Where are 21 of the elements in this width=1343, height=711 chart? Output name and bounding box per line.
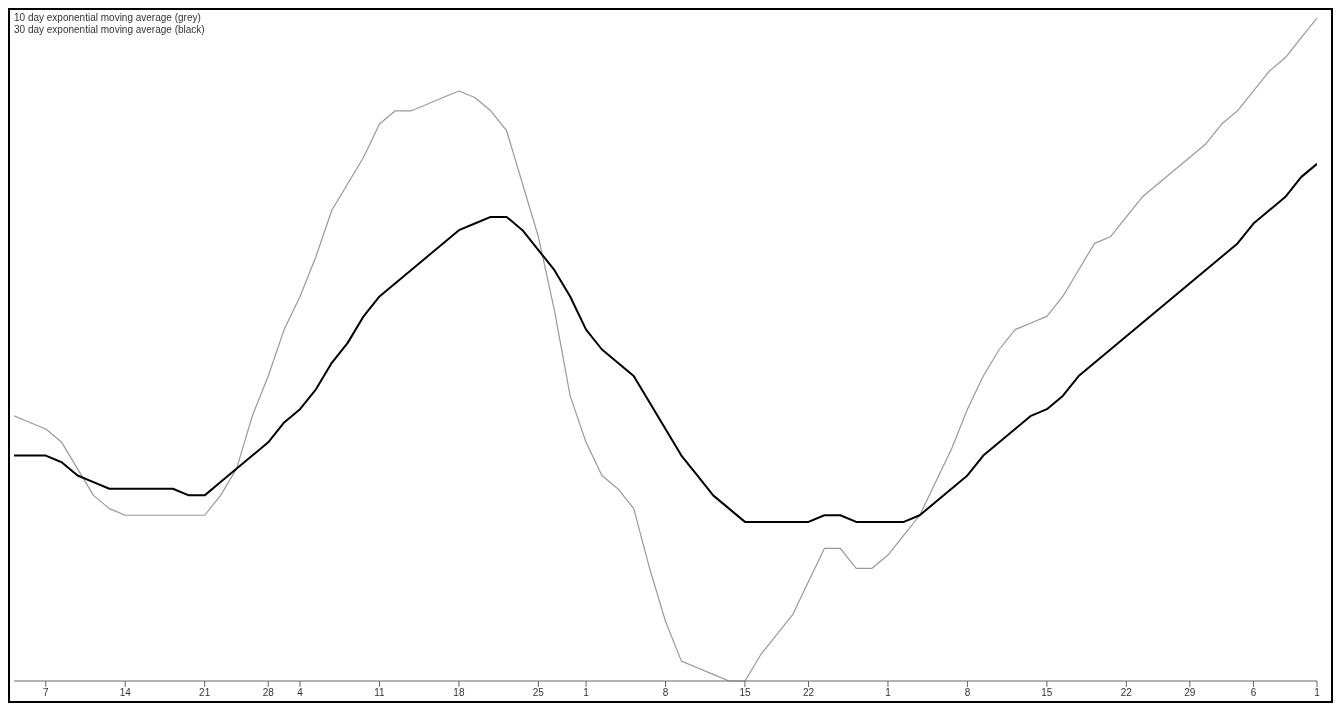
x-tick-label: 8 [964, 687, 971, 699]
x-tick-label: 4 [297, 687, 304, 699]
x-tick-label: 8 [662, 687, 669, 699]
x-tick-label: 29 [1184, 687, 1196, 699]
annotation: 30 day exponential moving average (black) [14, 24, 205, 36]
x-tick-label: 21 [199, 687, 211, 699]
x-tick-label: 28 [262, 687, 275, 699]
x-tick-label: 22 [1120, 687, 1133, 699]
x-tick-label: 22 [802, 687, 815, 699]
x-tick-label: 1 [885, 687, 892, 699]
x-tick-label: 1 [583, 687, 590, 699]
x-tick-label: 14 [119, 687, 132, 699]
x-tick-label: 7 [43, 687, 49, 699]
annotation: 10 day exponential moving average (grey) [14, 12, 202, 24]
x-tick-label: 11 [374, 687, 386, 699]
x-tick-label: 1 [1314, 687, 1321, 699]
x-tick-label: 15 [1041, 687, 1053, 699]
x-tick-label: 15 [739, 687, 751, 699]
x-tick-label: 18 [453, 687, 465, 699]
x-tick-label: 25 [532, 687, 545, 699]
x-tick-label: 6 [1250, 687, 1257, 699]
